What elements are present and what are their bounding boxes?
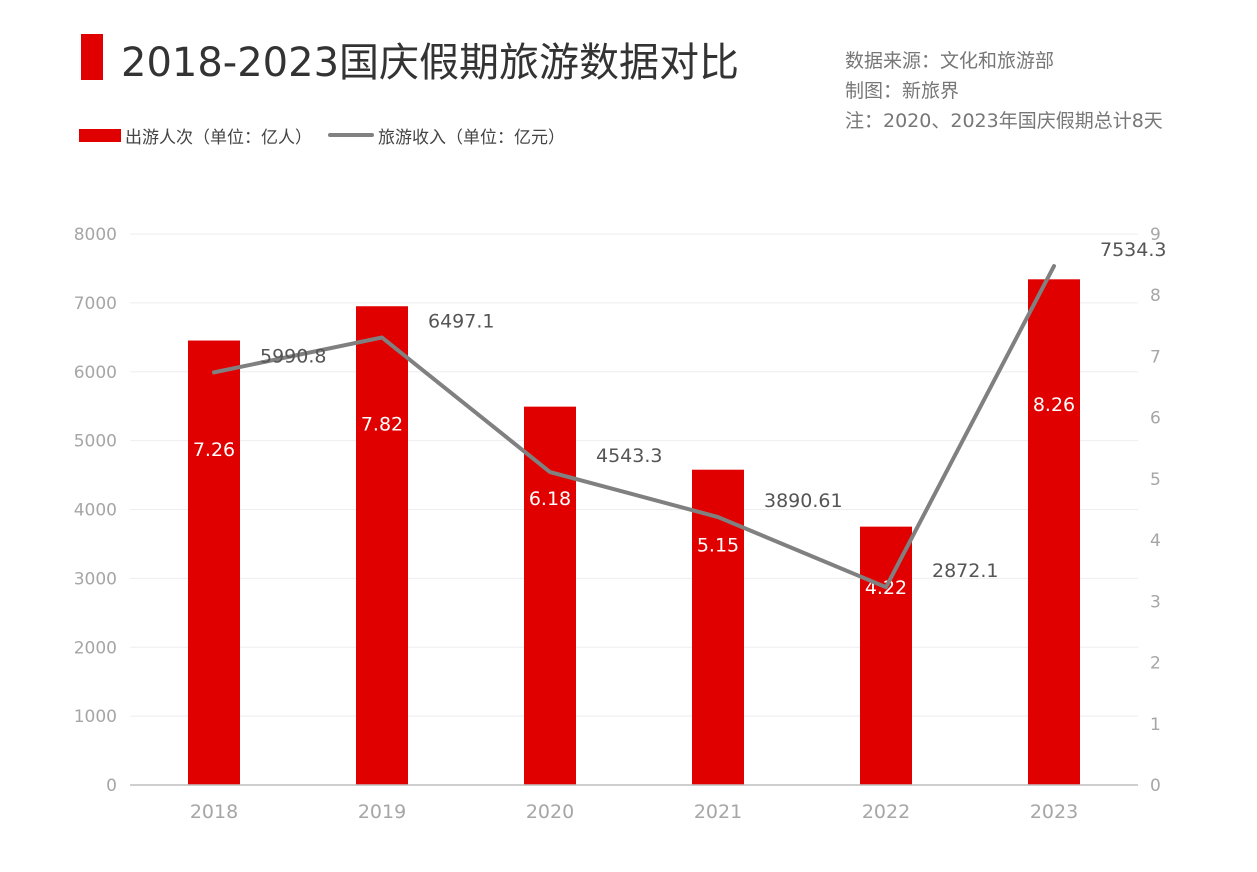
line-value-label: 3890.61 [764,490,843,512]
line-income [212,264,1056,590]
right-axis-tick-label: 4 [1150,531,1161,551]
x-axis-tick-label: 2023 [1030,801,1078,823]
gridlines [130,233,1138,717]
right-axis-tick-label: 1 [1150,715,1161,735]
line-value-label: 7534.3 [1100,239,1166,261]
line-point-2018 [213,371,215,373]
page-title: 2018-2023国庆假期旅游数据对比 [121,40,740,86]
bar-2023 [1028,279,1080,785]
x-axis-tick-label: 2020 [526,801,574,823]
line-value-label: 4543.3 [596,445,662,467]
legend-bar-swatch [79,128,121,142]
right-axis-tick-label: 6 [1150,409,1161,429]
legend-bar-label: 出游人次（单位：亿人） [125,127,312,148]
bar-2018 [188,340,240,785]
line-value-label: 6497.1 [428,311,494,333]
line-point-2020 [549,471,551,473]
source-notes: 数据来源：文化和旅游部 制图：新旅界 注：2020、2023年国庆假期总计8天 [845,46,1163,136]
left-axis-tick-label: 6000 [74,363,117,383]
bar-value-label: 7.26 [193,439,235,461]
line-value-label: 2872.1 [932,560,998,582]
left-axis-tick-label: 4000 [74,501,117,521]
left-axis-tick-label: 1000 [74,707,117,727]
right-axis-tick-label: 7 [1150,347,1161,367]
note-holiday-length: 注：2020、2023年国庆假期总计8天 [845,110,1163,132]
line-value-label: 5990.8 [260,345,326,367]
right-axis-tick-label: 3 [1150,592,1161,612]
left-axis-tick-label: 3000 [74,569,117,589]
x-axis-tick-label: 2018 [190,801,238,823]
right-axis-tick-label: 2 [1150,654,1161,674]
note-credit: 制图：新旅界 [845,80,960,102]
bar-value-label: 5.15 [697,535,739,557]
note-source: 数据来源：文化和旅游部 [845,50,1055,72]
legend-line-swatch [328,133,374,137]
x-axis-tick-label: 2022 [862,801,910,823]
left-axis-tick-label: 2000 [74,638,117,658]
x-axis-tick-label: 2019 [358,801,406,823]
right-axis-tick-label: 5 [1150,470,1161,490]
right-axis-tick-label: 8 [1150,286,1161,306]
left-axis-tick-label: 7000 [74,294,117,314]
bar-value-labels: 7.267.826.185.154.228.26 [193,394,1075,599]
bar-2022 [860,526,912,785]
bar-value-label: 6.18 [529,488,571,510]
line-series [212,264,1056,590]
right-axis-tick-label: 9 [1150,225,1161,245]
bar-value-label: 8.26 [1033,394,1075,416]
chart-legend: 出游人次（单位：亿人） 旅游收入（单位：亿元） [79,122,565,148]
x-axis-tick-label: 2021 [694,801,742,823]
title-accent-bar [81,34,103,80]
left-axis-tick-label: 8000 [74,225,117,245]
left-axis-tick-label: 5000 [74,432,117,452]
axes: 0 1000 2000 3000 4000 5000 6000 7000 8000 0 1 2 3 4 5 6… [74,225,1161,823]
bar-2020 [524,406,576,785]
line-point-2021 [717,516,719,518]
bar-value-label: 7.82 [361,414,403,436]
right-axis-tick-label: 0 [1150,776,1161,796]
line-value-labels: 5990.8 6497.1 4543.3 3890.61 2872.1 7534.3 [260,239,1166,582]
bar-2019 [356,306,408,785]
line-point-2022 [885,586,887,588]
left-axis-tick-label: 0 [106,776,117,796]
legend-line-label: 旅游收入（单位：亿元） [378,127,565,148]
line-point-2023 [1053,265,1055,267]
line-point-2019 [381,337,383,339]
